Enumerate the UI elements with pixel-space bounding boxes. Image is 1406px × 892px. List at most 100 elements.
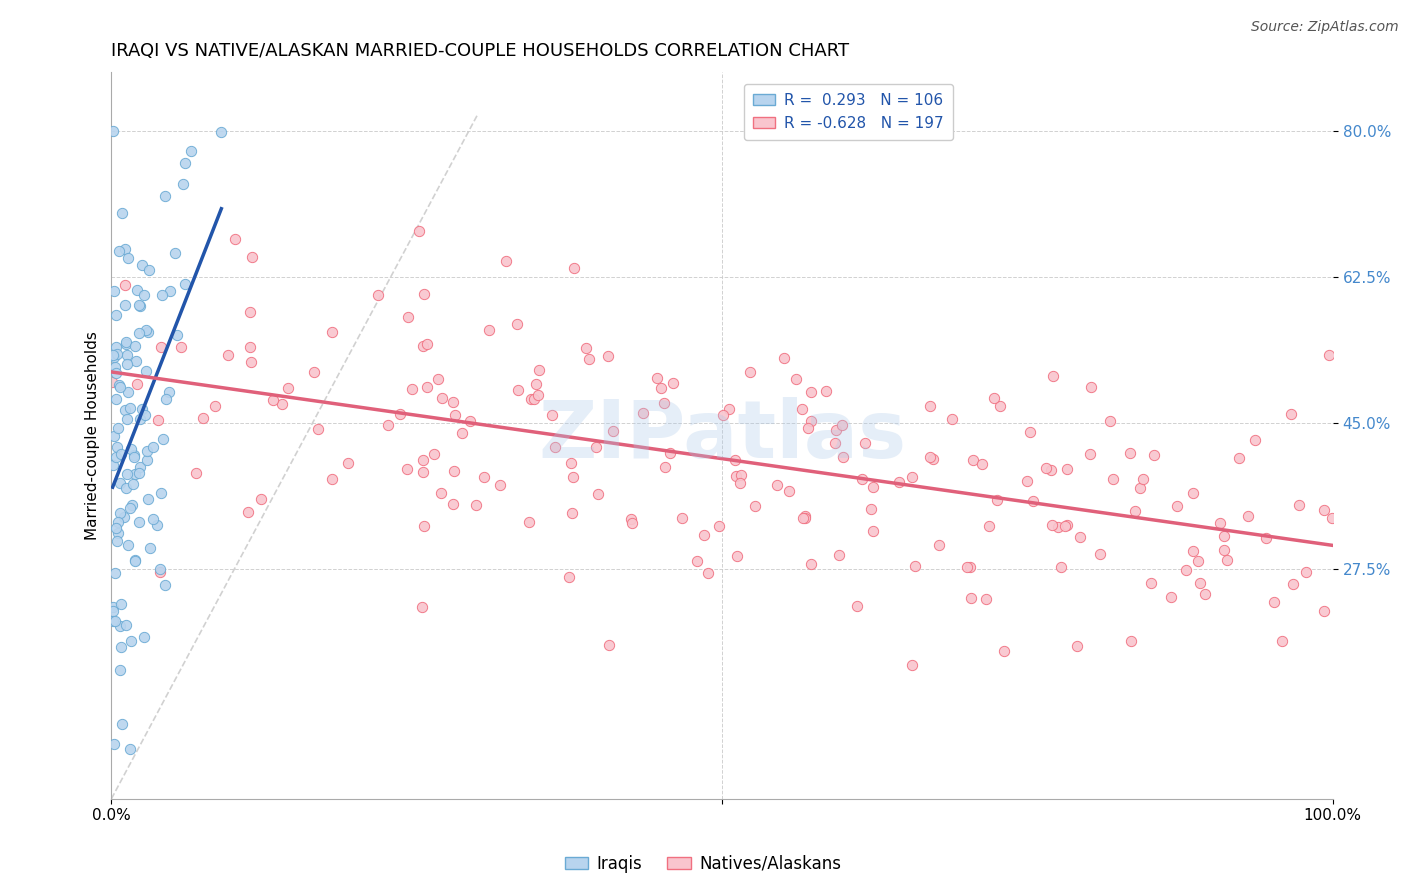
Point [117,467,139,481]
Point [1101,472,1123,486]
Point [204,399,226,413]
Point [101,599,124,614]
Point [427,372,450,386]
Point [585,440,607,454]
Point [845,599,868,613]
Point [1050,560,1073,574]
Point [142,440,165,454]
Point [659,446,682,460]
Point [125,283,148,297]
Point [993,644,1015,658]
Point [108,506,131,520]
Point [825,423,848,437]
Point [138,262,160,277]
Point [575,341,598,355]
Point [165,246,187,260]
Point [101,124,124,138]
Point [1313,604,1336,618]
Point [239,340,262,354]
Point [367,288,389,302]
Point [1046,520,1069,534]
Point [495,254,517,268]
Point [134,408,156,422]
Point [444,409,467,423]
Point [918,399,941,413]
Point [1281,576,1303,591]
Point [152,432,174,446]
Point [524,376,547,391]
Point [240,355,263,369]
Point [986,492,1008,507]
Point [1040,517,1063,532]
Point [105,440,128,454]
Point [851,472,873,486]
Point [450,426,472,441]
Point [1254,531,1277,545]
Point [474,470,496,484]
Point [519,392,541,407]
Point [1035,460,1057,475]
Text: ZIPatlas: ZIPatlas [538,397,907,475]
Point [128,412,150,426]
Point [711,408,734,422]
Point [652,395,675,409]
Point [800,558,823,572]
Point [1288,499,1310,513]
Point [458,414,481,428]
Point [157,385,180,400]
Point [430,486,453,500]
Point [411,600,433,615]
Point [101,604,124,618]
Point [108,377,131,392]
Point [117,251,139,265]
Point [478,323,501,337]
Point [1160,591,1182,605]
Point [562,261,585,276]
Point [1279,407,1302,421]
Point [620,516,643,530]
Point [136,326,159,340]
Point [662,376,685,391]
Point [506,317,529,331]
Point [1132,472,1154,486]
Point [115,334,138,349]
Point [124,554,146,568]
Point [135,364,157,378]
Point [1119,446,1142,460]
Point [114,298,136,312]
Point [304,365,326,379]
Point [422,447,444,461]
Point [792,511,814,525]
Point [388,407,411,421]
Point [1040,463,1063,477]
Point [889,475,911,489]
Point [430,391,453,405]
Point [862,480,884,494]
Point [129,459,152,474]
Point [1227,450,1250,465]
Point [101,614,124,628]
Point [104,366,127,380]
Point [1056,518,1078,533]
Point [172,177,194,191]
Point [142,512,165,526]
Point [990,399,1012,413]
Point [1140,576,1163,591]
Point [654,460,676,475]
Point [173,277,195,291]
Point [193,410,215,425]
Point [336,456,359,470]
Point [108,619,131,633]
Point [184,466,207,480]
Point [828,548,851,562]
Point [149,566,172,580]
Point [773,351,796,365]
Point [115,337,138,351]
Point [128,298,150,312]
Point [1019,425,1042,440]
Point [128,326,150,340]
Point [1194,587,1216,601]
Point [1069,530,1091,544]
Point [650,381,672,395]
Point [1129,481,1152,495]
